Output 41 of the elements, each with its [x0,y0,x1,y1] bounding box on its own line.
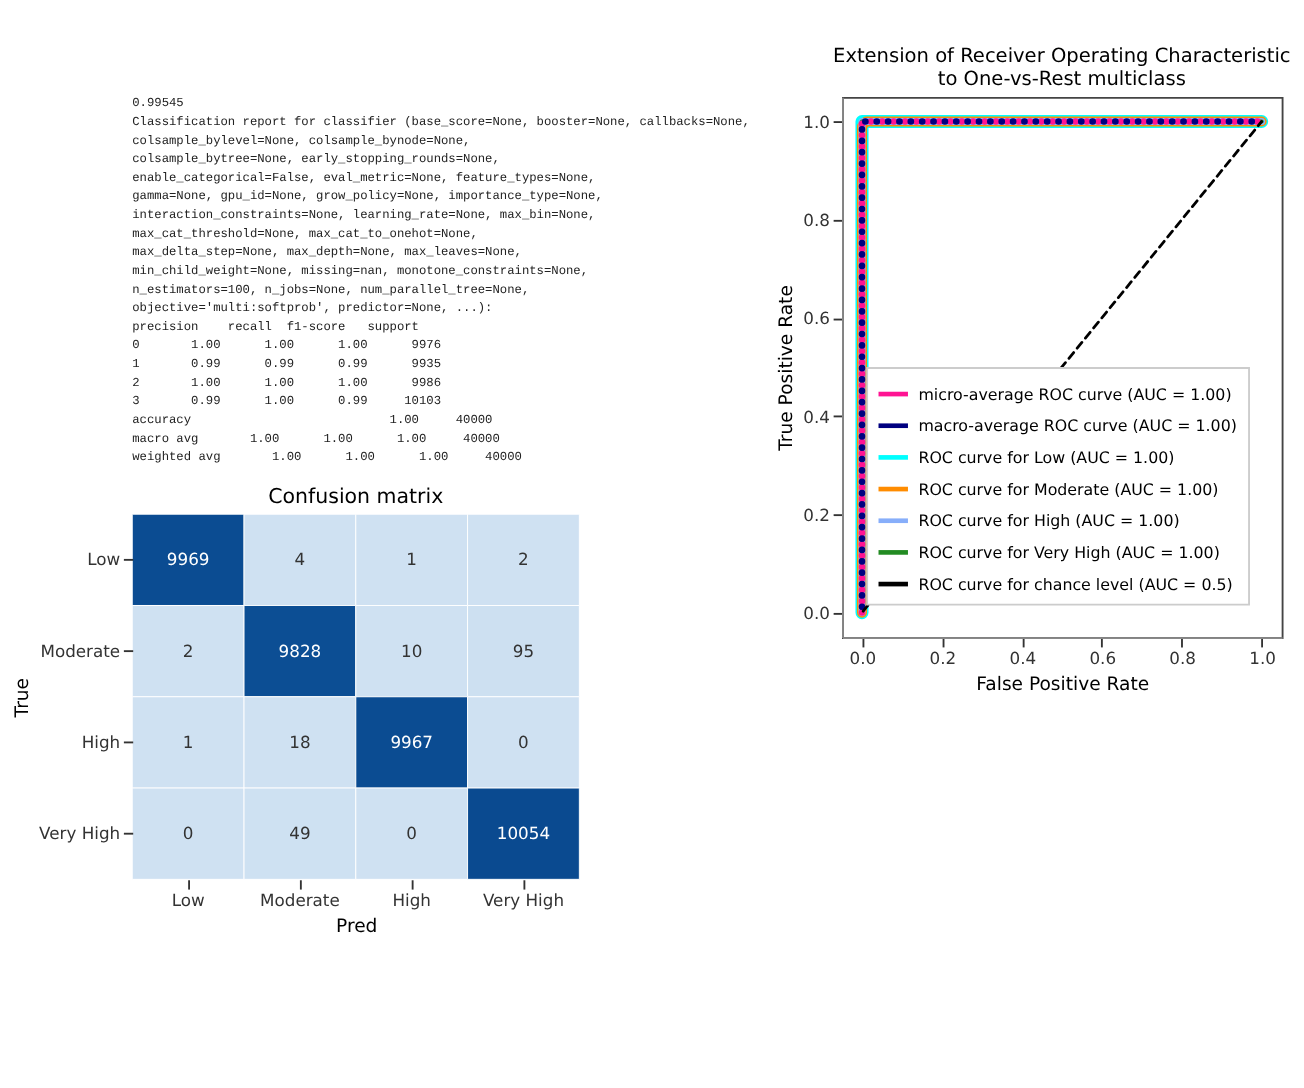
data-label: 95 [512,640,535,661]
data-label: 18 [289,732,311,753]
y-axis-title: True [11,677,34,720]
y-tick-label: High [81,732,121,753]
x-tick-label: 0.4 [1009,648,1037,669]
x-axis-title: False Positive Rate [976,674,1150,697]
data-label: 2 [182,640,194,661]
x-tick-label: 0.6 [1089,648,1117,669]
x-tick-label: Moderate [260,890,340,911]
data-label: 0 [518,732,529,753]
data-label: 4 [294,549,306,570]
x-tick-label: 0.8 [1169,648,1196,669]
x-tick-label: Very High [482,890,565,911]
x-tick-label: 0.0 [849,648,877,669]
y-axis-title: True Positive Rate [776,284,799,453]
x-tick-label: 1.0 [1249,648,1276,669]
y-tick-label: Very High [39,823,121,844]
data-label: 1 [182,732,194,753]
x-axis-title: Pred [336,916,378,939]
data-label: 10 [401,640,423,661]
data-label: 10054 [496,823,551,844]
y-tick-label: 0.0 [803,603,830,624]
data-label: 9969 [166,549,210,570]
x-tick-label: 0.2 [929,648,957,669]
data-label: 1 [406,549,418,570]
data-label: 2 [518,549,529,570]
chart-title: Extension of Receiver Operating Characteristic to One-vs-Rest multiclass [833,45,1291,91]
data-label: 9828 [278,640,322,661]
x-tick-label: High [392,890,431,911]
y-tick-label: 0.6 [803,308,830,329]
y-tick-label: 0.8 [803,210,830,231]
data-label: 9967 [390,732,434,753]
chart-title: Confusion matrix [268,484,444,509]
data-label: 49 [289,823,311,844]
y-tick-label: 0.4 [803,406,830,427]
y-tick-label: 1.0 [803,112,830,133]
x-tick-label: Low [171,890,205,911]
y-tick-label: Low [87,549,121,570]
y-tick-label: 0.2 [803,504,830,525]
data-label: 0 [182,823,194,844]
data-label: 0 [406,823,418,844]
